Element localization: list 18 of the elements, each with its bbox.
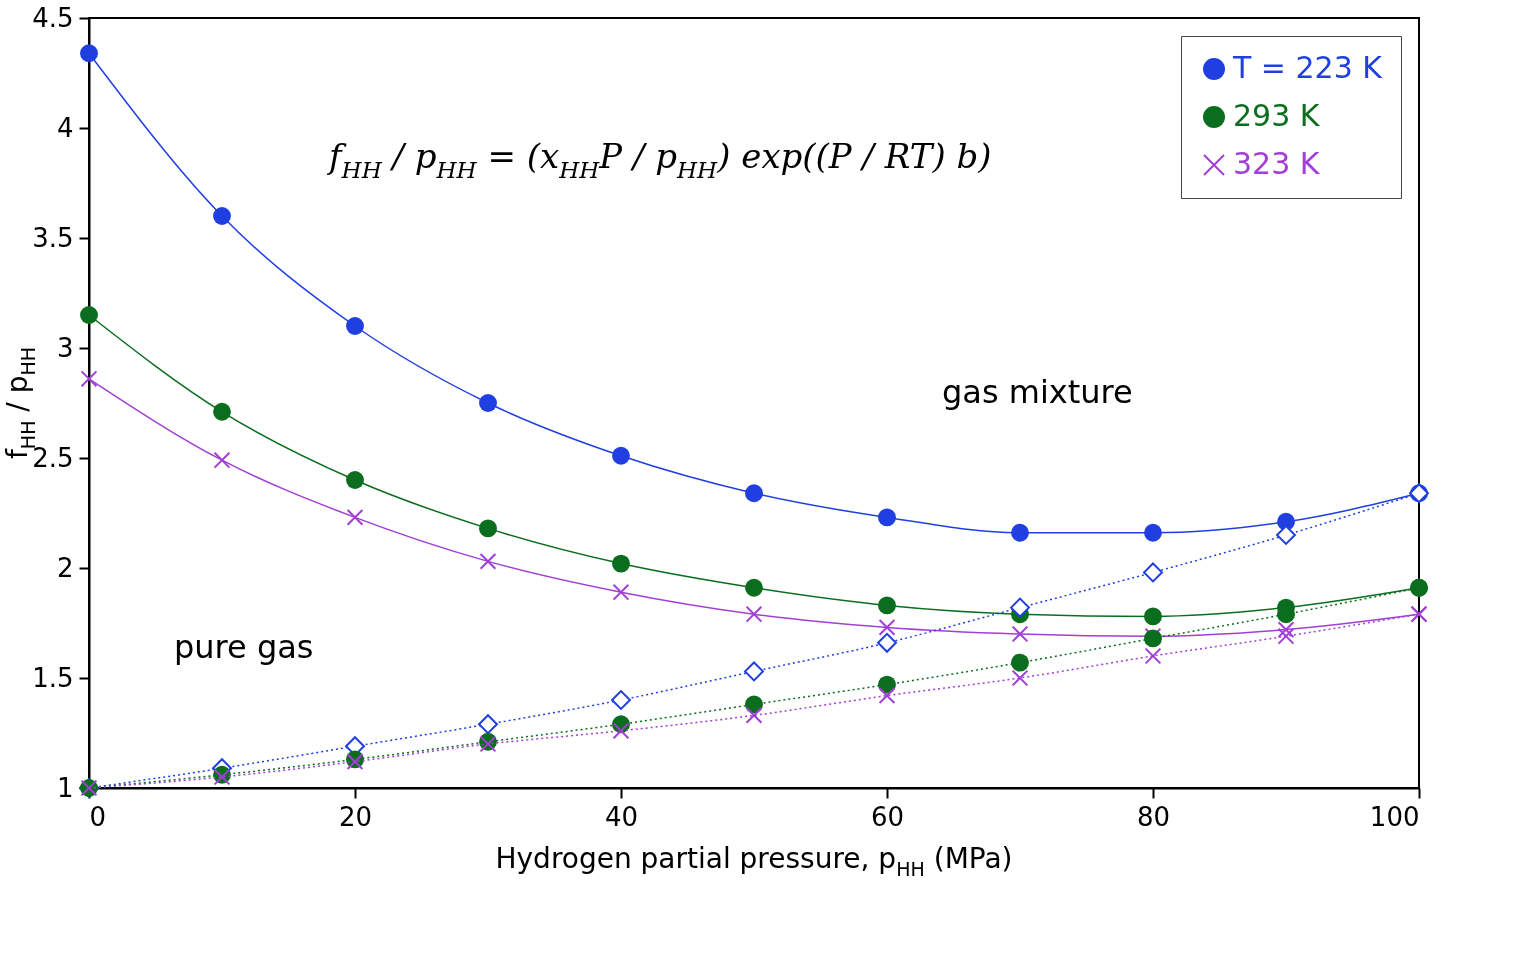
legend-label: T = 223 K	[1232, 50, 1384, 85]
y-tick-label: 3	[56, 332, 74, 363]
x-tick-label: 100	[1369, 801, 1420, 832]
y-tick-label: 4	[56, 112, 74, 143]
legend-label: 323 K	[1233, 146, 1321, 181]
annotation: gas mixture	[942, 373, 1133, 411]
x-tick-label: 20	[338, 801, 373, 832]
y-tick-label: 1	[56, 772, 74, 803]
x-tick-label: 80	[1136, 801, 1171, 832]
annotation: pure gas	[174, 628, 314, 666]
y-tick-label: 2	[56, 552, 74, 583]
x-tick-label: 40	[604, 801, 639, 832]
y-tick-label: 4.5	[32, 2, 74, 33]
y-tick-label: 1.5	[32, 662, 74, 693]
legend-label: 293 K	[1233, 98, 1321, 133]
x-tick-label: 0	[89, 801, 107, 832]
y-tick-label: 3.5	[32, 222, 74, 253]
x-tick-label: 60	[870, 801, 905, 832]
